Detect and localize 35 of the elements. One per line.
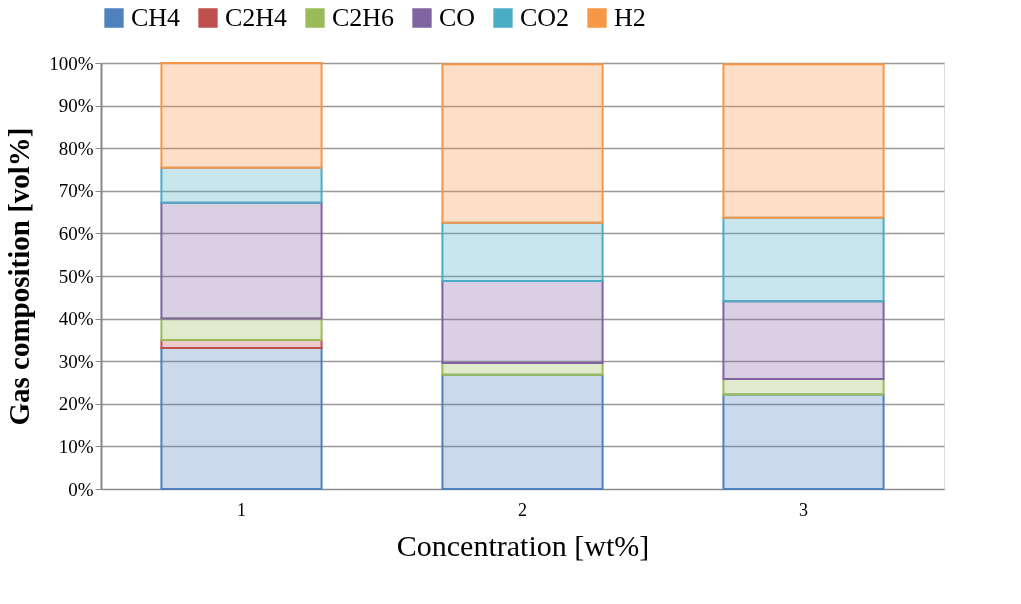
bar — [160, 201, 323, 320]
bar — [722, 216, 885, 303]
legend-label: C2H4 — [225, 3, 288, 32]
y-tick-label: 50% — [58, 265, 94, 287]
legend-label: CH4 — [131, 3, 181, 32]
y-tick-label: 60% — [58, 222, 94, 244]
x-axis-title: Concentration [wt%] — [396, 528, 650, 562]
y-tick-label: 0% — [68, 478, 94, 500]
bar — [722, 393, 885, 490]
bar — [722, 300, 885, 381]
bar — [722, 63, 885, 219]
legend-label: C2H6 — [332, 3, 395, 32]
y-tick-label: 40% — [58, 308, 94, 330]
bar — [160, 317, 323, 341]
y-tick-label: 70% — [58, 180, 94, 202]
y-tick-label: 100% — [49, 52, 94, 74]
bar — [441, 280, 604, 364]
y-tick-label: 20% — [58, 393, 94, 415]
x-tick-label: 2 — [518, 499, 527, 520]
y-tick-label: 30% — [58, 350, 94, 372]
bar — [160, 62, 323, 169]
bar — [441, 221, 604, 283]
x-tick-label: 3 — [799, 499, 808, 520]
x-tick-label: 1 — [237, 499, 246, 520]
y-axis-title: Gas composition [vol%] — [3, 127, 36, 426]
y-tick-label: 80% — [58, 137, 94, 159]
bar — [160, 166, 323, 204]
legend-label: CO — [439, 3, 476, 32]
y-tick-label: 10% — [58, 435, 94, 457]
legend-label: CO2 — [520, 3, 570, 32]
bar — [441, 373, 604, 490]
bar — [441, 63, 604, 224]
legend-label: H2 — [614, 3, 646, 32]
bar — [160, 346, 323, 490]
y-tick-label: 90% — [58, 95, 94, 117]
